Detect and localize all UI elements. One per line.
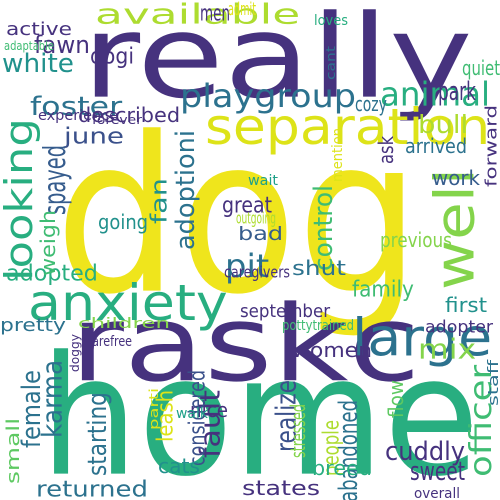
word-mix: mix xyxy=(418,332,477,366)
word-large: large xyxy=(352,307,493,369)
word-nice: nice xyxy=(190,398,228,422)
word-women: women xyxy=(292,338,373,362)
word-small: small xyxy=(2,417,24,484)
word-white: white xyxy=(2,47,74,79)
word-loves: loves xyxy=(314,11,348,29)
word-dog: dog xyxy=(55,90,421,343)
word-pottytrained: pottytrained xyxy=(282,316,355,334)
word-overall: overall xyxy=(414,484,460,500)
word-children: children xyxy=(78,314,171,332)
word-karma: karma xyxy=(35,359,69,438)
word-work: work xyxy=(432,166,480,190)
word-returned: returned xyxy=(36,476,148,500)
word-weigh: weigh xyxy=(36,210,60,276)
word-sweet: sweet xyxy=(410,455,466,487)
word-spayed: spayed xyxy=(37,144,73,215)
word-bad: bad xyxy=(238,222,284,245)
word-adoptioni: adoptioni xyxy=(169,130,201,250)
word-adaptable: adaptable xyxy=(4,38,54,53)
word-caregivers: caregivers xyxy=(224,262,290,282)
word-states: states xyxy=(242,476,321,500)
word-outgoing: outgoing xyxy=(236,208,277,228)
word-first: first xyxy=(445,293,488,317)
word-home: home xyxy=(40,320,480,500)
word-adopter: adopter xyxy=(425,316,494,337)
word-doggy: doggy xyxy=(67,334,82,372)
word-arrived: arrived xyxy=(405,134,467,158)
word-fan: fan xyxy=(146,178,172,224)
word-june: june xyxy=(64,123,125,149)
word-active: active xyxy=(6,18,72,40)
word-pretty: pretty xyxy=(0,314,66,336)
word-experience: experience xyxy=(38,106,119,124)
word-described: described xyxy=(78,103,181,127)
word-cuddly: cuddly xyxy=(385,435,466,467)
word-carefree: carefree xyxy=(86,332,132,350)
word-cats: cats xyxy=(158,454,200,478)
word-breed: breed xyxy=(312,456,372,480)
word-foster: foster xyxy=(30,90,123,122)
word-family: family xyxy=(352,276,414,302)
word-cozy: cozy xyxy=(355,92,387,116)
word-forever: forever xyxy=(92,112,142,127)
word-flow: flow xyxy=(384,380,408,418)
word-playgroup: playgroup xyxy=(180,77,357,115)
word-admit: admit xyxy=(228,0,257,20)
word-cant: cant xyxy=(323,46,338,80)
word-park: park xyxy=(438,75,476,107)
word-adopted: adopted xyxy=(6,260,98,286)
word-raskc: raskc xyxy=(70,282,421,406)
word-really: really xyxy=(82,0,473,125)
word-men: men xyxy=(200,0,231,26)
word-mention: mention xyxy=(328,128,346,182)
word-walk: walk xyxy=(176,404,208,422)
word-anxiety: anxiety xyxy=(28,273,228,332)
word-animal: animal xyxy=(380,75,490,114)
word-looking: looking xyxy=(0,118,42,281)
word-bull: bull xyxy=(418,109,469,139)
word-september: september xyxy=(240,300,331,322)
word-ask: ask xyxy=(374,135,398,164)
word-previous: previous xyxy=(380,228,452,252)
word-going: going xyxy=(98,210,149,234)
word-stressed: stressed xyxy=(286,404,310,458)
word-great: great xyxy=(222,192,273,218)
word-parti: parti xyxy=(146,388,161,430)
word-pit: pit xyxy=(225,247,270,285)
word-starting: starting xyxy=(81,392,113,476)
word-shut: shut xyxy=(292,256,347,280)
word-available: available xyxy=(95,0,301,31)
word-fawn: fawn xyxy=(34,30,90,59)
word-wait: wait xyxy=(248,171,279,189)
word-dogi: dogi xyxy=(90,43,134,69)
word-quiet: quiet xyxy=(462,56,500,80)
word-separation: separation xyxy=(205,97,491,156)
word-staff: staff xyxy=(484,359,500,406)
word-forward: forward xyxy=(481,104,500,187)
